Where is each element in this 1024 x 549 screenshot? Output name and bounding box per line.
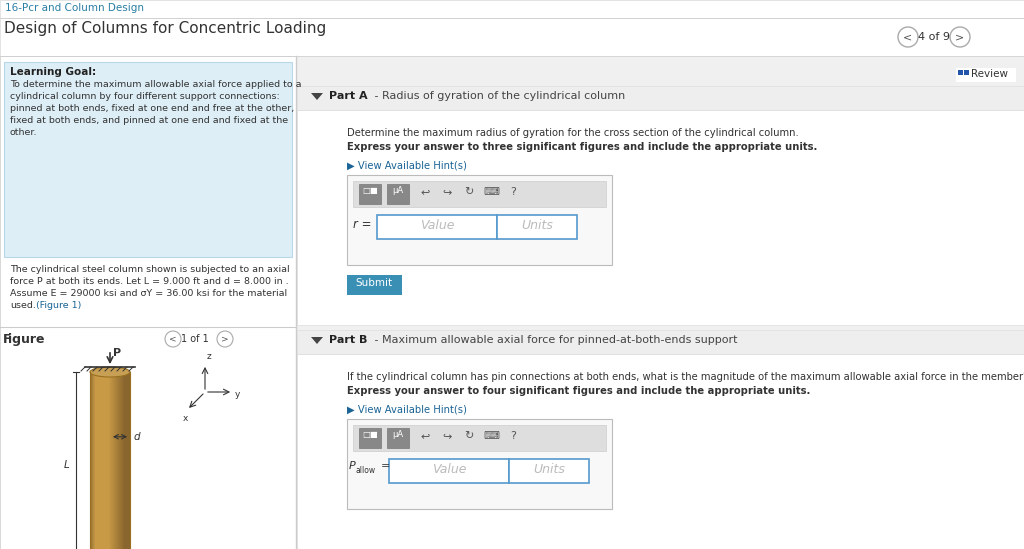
Text: x: x <box>183 414 188 423</box>
Text: ?: ? <box>510 431 516 441</box>
Text: - Radius of gyration of the cylindrical column: - Radius of gyration of the cylindrical … <box>371 91 626 101</box>
Text: μA: μA <box>392 430 403 439</box>
Ellipse shape <box>90 367 130 377</box>
Text: Review: Review <box>971 69 1008 79</box>
Bar <box>347 275 402 295</box>
Bar <box>0 56 296 549</box>
Circle shape <box>165 331 181 347</box>
Text: Determine the maximum radius of gyration for the cross section of the cylindrica: Determine the maximum radius of gyration… <box>347 128 799 138</box>
Bar <box>497 215 577 239</box>
Polygon shape <box>311 93 323 100</box>
Text: ↻: ↻ <box>464 187 474 197</box>
Text: <: < <box>903 32 912 42</box>
Bar <box>347 175 612 265</box>
Bar <box>387 428 409 448</box>
Bar <box>956 68 1016 82</box>
Text: To determine the maximum allowable axial force applied to a: To determine the maximum allowable axial… <box>10 80 301 89</box>
Bar <box>389 459 509 483</box>
Bar <box>509 459 589 483</box>
Bar <box>359 184 381 204</box>
Bar <box>297 354 1024 549</box>
Text: μA: μA <box>392 186 403 195</box>
Text: Express your answer to four significant figures and include the appropriate unit: Express your answer to four significant … <box>347 386 810 396</box>
Text: Express your answer to three significant figures and include the appropriate uni: Express your answer to three significant… <box>347 142 817 152</box>
Text: ↩: ↩ <box>420 187 430 197</box>
Text: ⌨: ⌨ <box>483 187 499 197</box>
Text: Design of Columns for Concentric Loading: Design of Columns for Concentric Loading <box>4 21 327 36</box>
Text: force P at both its ends. Let L = 9.000 ft and d = 8.000 in .: force P at both its ends. Let L = 9.000 … <box>10 277 289 286</box>
Text: >: > <box>955 32 965 42</box>
Text: igure: igure <box>8 333 44 346</box>
Bar <box>4 62 292 257</box>
Bar <box>297 110 1024 325</box>
Text: other.: other. <box>10 128 38 137</box>
Text: >: > <box>221 334 228 344</box>
Text: (Figure 1): (Figure 1) <box>36 301 81 310</box>
Text: □■: □■ <box>362 430 378 439</box>
Text: 1 of 1: 1 of 1 <box>181 334 209 344</box>
Bar <box>353 425 606 451</box>
Bar <box>964 70 969 75</box>
Text: □■: □■ <box>362 186 378 195</box>
Text: ↪: ↪ <box>442 431 452 441</box>
Bar <box>347 419 612 509</box>
Text: F: F <box>3 333 11 346</box>
Text: ↻: ↻ <box>464 431 474 441</box>
Text: If the cylindrical column has pin connections at both ends, what is the magnitud: If the cylindrical column has pin connec… <box>347 372 1024 382</box>
Text: Part A: Part A <box>329 91 368 101</box>
Text: 16-Pcr and Column Design: 16-Pcr and Column Design <box>5 3 144 13</box>
Text: Units: Units <box>521 219 553 232</box>
Text: Value: Value <box>432 463 466 476</box>
Text: P: P <box>113 348 121 358</box>
Text: =: = <box>381 461 390 471</box>
Text: ▶ View Available Hint(s): ▶ View Available Hint(s) <box>347 404 467 414</box>
Bar <box>958 70 963 75</box>
Bar <box>0 0 1024 18</box>
Text: P: P <box>349 461 355 471</box>
Circle shape <box>950 27 970 47</box>
Bar <box>359 428 381 448</box>
Circle shape <box>217 331 233 347</box>
Bar <box>297 86 1024 110</box>
Text: The cylindrical steel column shown is subjected to an axial: The cylindrical steel column shown is su… <box>10 265 290 274</box>
Text: Units: Units <box>534 463 565 476</box>
Text: z: z <box>207 352 212 361</box>
Text: L: L <box>63 460 70 469</box>
Text: ?: ? <box>510 187 516 197</box>
Text: y: y <box>234 390 241 399</box>
Bar <box>0 56 1024 549</box>
Text: ▶ View Available Hint(s): ▶ View Available Hint(s) <box>347 160 467 170</box>
Polygon shape <box>311 337 323 344</box>
Circle shape <box>898 27 918 47</box>
Text: Learning Goal:: Learning Goal: <box>10 67 96 77</box>
Text: Value: Value <box>420 219 455 232</box>
Text: fixed at both ends, and pinned at one end and fixed at the: fixed at both ends, and pinned at one en… <box>10 116 288 125</box>
Text: r =: r = <box>353 218 372 231</box>
Bar <box>0 18 1024 56</box>
Text: - Maximum allowable axial force for pinned-at-both-ends support: - Maximum allowable axial force for pinn… <box>371 335 737 345</box>
Text: Part B: Part B <box>329 335 368 345</box>
Text: allow: allow <box>356 466 376 475</box>
Bar <box>377 215 497 239</box>
Text: 4 of 9: 4 of 9 <box>918 32 950 42</box>
Text: Assume E = 29000 ksi and σY = 36.00 ksi for the material: Assume E = 29000 ksi and σY = 36.00 ksi … <box>10 289 287 298</box>
Text: ⌨: ⌨ <box>483 431 499 441</box>
Text: <: < <box>169 334 177 344</box>
Text: pinned at both ends, fixed at one end and free at the other,: pinned at both ends, fixed at one end an… <box>10 104 294 113</box>
Text: used.: used. <box>10 301 36 310</box>
Text: d: d <box>134 432 140 442</box>
Bar <box>387 184 409 204</box>
Text: Submit: Submit <box>355 278 392 288</box>
Bar <box>297 330 1024 354</box>
Text: cylindrical column by four different support connections:: cylindrical column by four different sup… <box>10 92 280 101</box>
Text: ↪: ↪ <box>442 187 452 197</box>
Text: ↩: ↩ <box>420 431 430 441</box>
Bar <box>353 181 606 207</box>
